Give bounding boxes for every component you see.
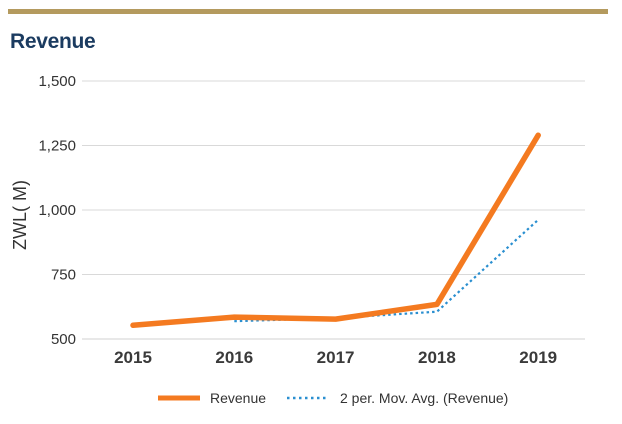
legend-label-revenue: Revenue (210, 390, 266, 406)
x-tick-label: 2016 (215, 348, 253, 367)
x-tick-label: 2017 (317, 348, 355, 367)
legend: Revenue 2 per. Mov. Avg. (Revenue) (158, 390, 508, 406)
series-layer (130, 132, 541, 329)
y-tick-label: 1,000 (38, 202, 76, 219)
grid-lines (82, 80, 585, 340)
y-tick-label: 1,500 (38, 73, 76, 90)
header-rule (8, 9, 608, 14)
y-tick-label: 750 (51, 267, 76, 284)
chart-title: Revenue (10, 30, 96, 53)
x-tick-label: 2018 (418, 348, 456, 367)
y-tick-label: 1,250 (38, 138, 76, 155)
y-tick-label: 500 (51, 331, 76, 348)
y-axis-ticks: 500 750 1,000 1,250 1,500 (38, 73, 76, 348)
x-tick-label: 2019 (519, 348, 557, 367)
legend-label-moving-average: 2 per. Mov. Avg. (Revenue) (340, 390, 508, 406)
series-line-moving-average (234, 218, 539, 323)
series-line-revenue (130, 132, 541, 329)
x-axis-ticks: 2015 2016 2017 2018 2019 (114, 348, 557, 367)
y-axis-label: ZWL( M) (10, 180, 30, 250)
x-tick-label: 2015 (114, 348, 152, 367)
